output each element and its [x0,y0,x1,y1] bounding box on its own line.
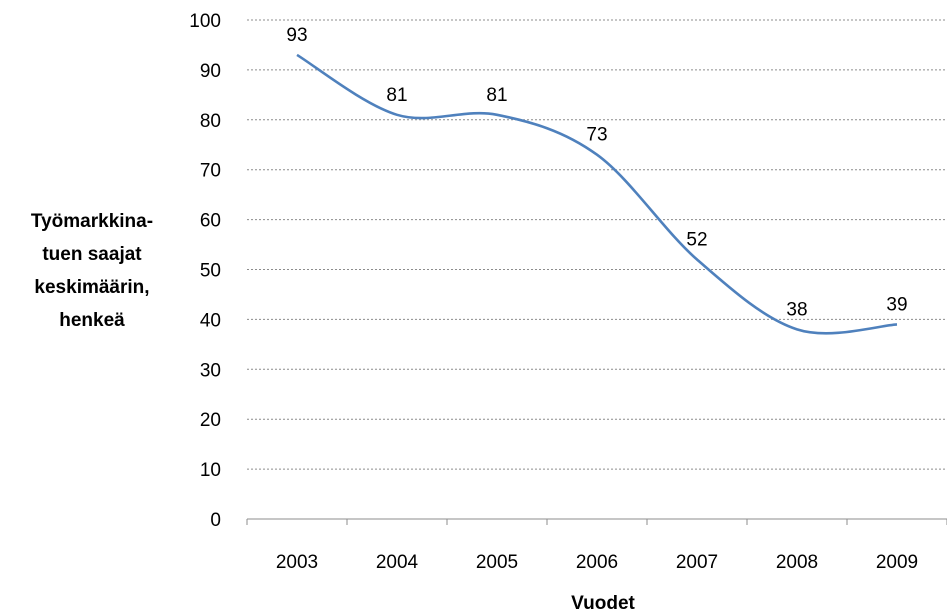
y-tick-label: 60 [200,211,221,232]
y-axis-title-line: tuen saajat [42,244,142,265]
y-axis-title-line: henkeä [59,310,125,331]
y-tick-label: 50 [200,261,221,282]
y-tick-label: 80 [200,111,221,132]
x-axis-title: Vuodet [571,593,635,614]
y-tick-label: 10 [200,460,221,481]
y-axis-title: Työmarkkina-tuen saajat keskimäärin, henke… [31,211,153,331]
y-tick-label: 90 [200,61,221,82]
y-tick-label: 70 [200,161,221,182]
x-tick-label: 2004 [376,552,419,573]
data-label: 39 [886,294,907,315]
data-label: 81 [386,85,407,106]
data-label: 81 [486,85,507,106]
y-tick-label: 100 [189,11,221,32]
y-tick-labels: 0 10 20 30 40 50 60 70 80 90 100 [189,11,221,531]
y-tick-label: 0 [210,510,221,531]
x-tick-label: 2008 [776,552,818,573]
x-tick-labels: 2003 2004 2005 2006 2007 2008 2009 [246,519,947,573]
y-axis-title-line: keskimäärin, [34,277,149,298]
y-axis-title-line: Työmarkkina- [31,211,153,232]
x-tick-label: 2003 [276,552,318,573]
data-label: 93 [286,25,307,46]
x-tick-label: 2005 [476,552,518,573]
data-label: 73 [586,125,607,146]
data-labels: 93 81 81 73 52 38 39 [286,25,907,320]
y-tick-label: 30 [200,360,221,381]
gridlines [247,19,947,470]
y-tick-label: 40 [200,310,221,331]
series-line [296,53,898,335]
x-tick-label: 2007 [676,552,718,573]
x-tick-label: 2006 [576,552,618,573]
x-tick-label: 2009 [876,552,918,573]
y-tick-label: 20 [200,410,221,431]
data-label: 52 [686,230,707,251]
data-label: 38 [786,299,807,320]
